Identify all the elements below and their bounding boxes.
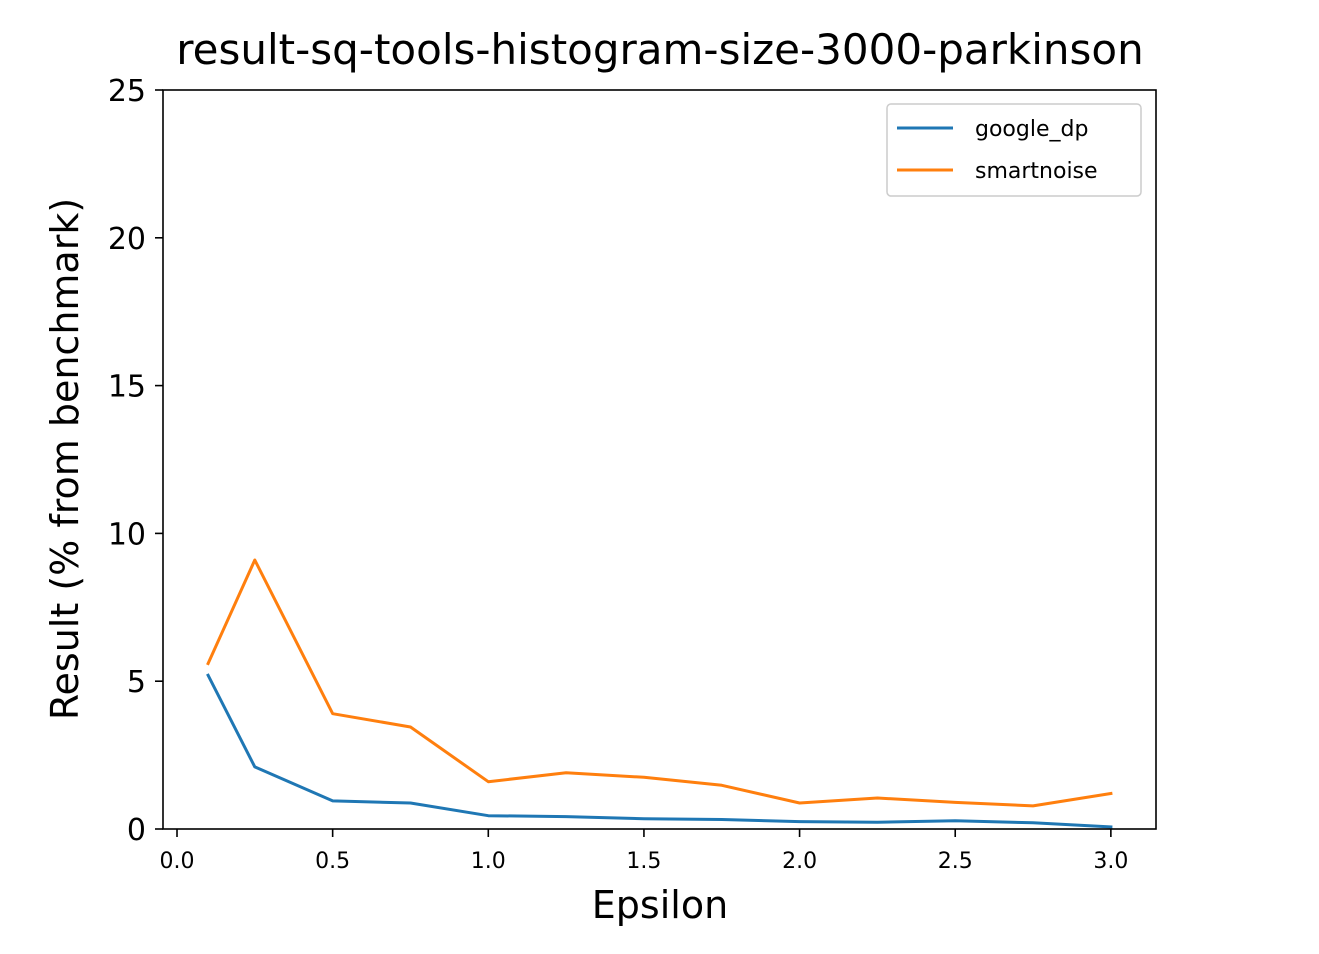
chart-title: result-sq-tools-histogram-size-3000-park… [176, 25, 1143, 74]
y-tick-label: 0 [127, 813, 146, 848]
x-tick-label: 0.5 [315, 849, 350, 874]
y-axis-label: Result (% from benchmark) [43, 198, 87, 720]
x-tick-label: 1.0 [471, 849, 506, 874]
x-tick-label: 1.5 [626, 849, 661, 874]
x-tick-label: 3.0 [1093, 849, 1128, 874]
series-line-google-dp [206, 673, 1113, 829]
legend-label: smartnoise [975, 159, 1098, 184]
y-tick-label: 25 [108, 74, 146, 109]
x-tick-label: 2.0 [782, 849, 817, 874]
plot-frame [162, 89, 1157, 830]
y-tick-label: 10 [108, 517, 146, 552]
legend-label: google_dp [975, 117, 1088, 142]
x-axis: 0.0 0.5 1.0 1.5 2.0 2.5 3.0 [160, 829, 1128, 874]
y-axis: 0 5 10 15 20 25 [108, 74, 163, 848]
series-line-smartnoise [206, 558, 1113, 808]
x-tick-label: 0.0 [160, 849, 195, 874]
legend: google_dp smartnoise [886, 103, 1142, 197]
y-tick-label: 5 [127, 665, 146, 700]
y-tick-label: 15 [108, 370, 146, 405]
plot-area [206, 558, 1113, 829]
y-tick-label: 20 [108, 222, 146, 257]
x-tick-label: 2.5 [938, 849, 973, 874]
x-axis-label: Epsilon [592, 883, 728, 927]
